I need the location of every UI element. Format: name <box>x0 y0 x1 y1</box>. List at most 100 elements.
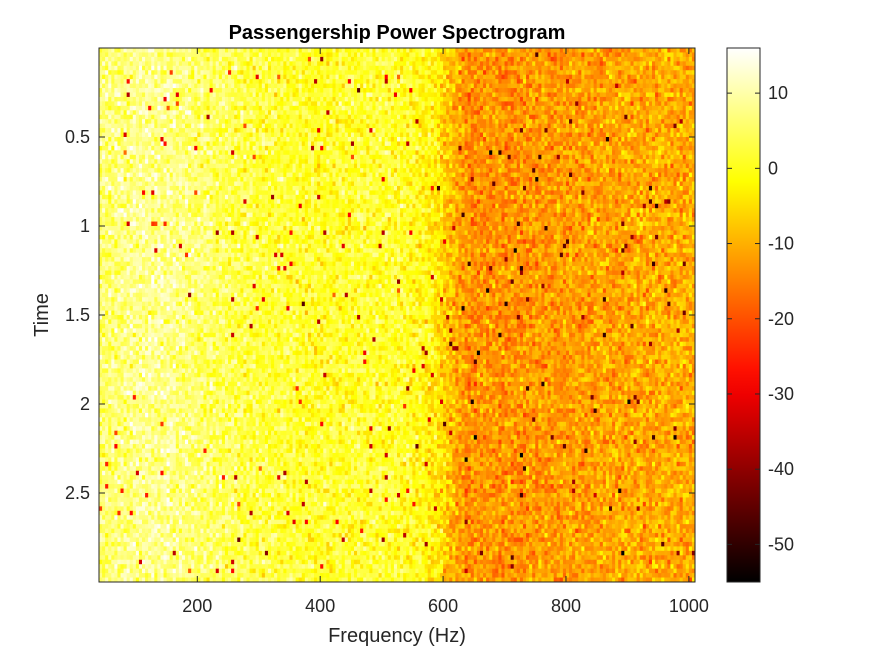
heatmap-cell <box>406 115 409 120</box>
heatmap-cell <box>213 61 216 66</box>
heatmap-cell <box>305 101 308 106</box>
heatmap-cell <box>271 88 274 93</box>
heatmap-cell <box>179 66 182 71</box>
heatmap-cell <box>572 106 575 111</box>
heatmap-cell <box>145 141 148 146</box>
heatmap-cell <box>529 84 532 89</box>
heatmap-cell <box>160 70 163 75</box>
heatmap-cell <box>551 119 554 124</box>
heatmap-cell <box>114 110 117 115</box>
heatmap-cell <box>415 137 418 142</box>
heatmap-cell <box>471 159 474 164</box>
heatmap-cell <box>431 61 434 66</box>
heatmap-cell <box>557 128 560 133</box>
heatmap-cell <box>164 84 167 89</box>
heatmap-cell <box>164 52 167 57</box>
heatmap-cell <box>139 150 142 155</box>
heatmap-cell <box>385 106 388 111</box>
heatmap-cell <box>167 124 170 129</box>
heatmap-cell <box>127 70 130 75</box>
heatmap-cell <box>566 155 569 160</box>
heatmap-cell <box>422 128 425 133</box>
heatmap-cell <box>452 137 455 142</box>
heatmap-cell <box>142 110 145 115</box>
heatmap-cell <box>326 52 329 57</box>
heatmap-cell <box>643 106 646 111</box>
heatmap-cell <box>501 48 504 53</box>
heatmap-cell <box>523 155 526 160</box>
heatmap-cell <box>185 128 188 133</box>
heatmap-cell <box>646 146 649 151</box>
heatmap-cell <box>498 84 501 89</box>
heatmap-cell <box>627 75 630 80</box>
heatmap-cell <box>197 159 200 164</box>
heatmap-cell <box>643 133 646 138</box>
heatmap-cell <box>154 141 157 146</box>
heatmap-cell <box>216 75 219 80</box>
heatmap-cell <box>213 119 216 124</box>
heatmap-cell <box>425 70 428 75</box>
heatmap-cell <box>262 124 265 129</box>
heatmap-cell <box>170 70 173 75</box>
heatmap-cell <box>618 115 621 120</box>
heatmap-cell <box>130 115 133 120</box>
heatmap-cell <box>228 146 231 151</box>
heatmap-cell <box>259 119 262 124</box>
heatmap-cell <box>449 79 452 84</box>
heatmap-cell <box>173 70 176 75</box>
heatmap-cell <box>216 150 219 155</box>
heatmap-cell <box>431 88 434 93</box>
heatmap-cell <box>160 124 163 129</box>
heatmap-cell <box>154 97 157 102</box>
heatmap-cell <box>176 141 179 146</box>
heatmap-cell <box>652 48 655 53</box>
heatmap-cell <box>637 79 640 84</box>
heatmap-cell <box>634 79 637 84</box>
heatmap-cell <box>265 57 268 62</box>
heatmap-cell <box>689 115 692 120</box>
heatmap-cell <box>197 61 200 66</box>
heatmap-cell <box>142 124 145 129</box>
heatmap-cell <box>572 137 575 142</box>
heatmap-cell <box>606 115 609 120</box>
heatmap-cell <box>511 48 514 53</box>
heatmap-cell <box>293 52 296 57</box>
heatmap-cell <box>434 52 437 57</box>
heatmap-cell <box>621 128 624 133</box>
heatmap-cell <box>256 150 259 155</box>
heatmap-cell <box>609 128 612 133</box>
heatmap-cell <box>345 150 348 155</box>
heatmap-cell <box>167 141 170 146</box>
heatmap-cell <box>139 70 142 75</box>
heatmap-cell <box>188 146 191 151</box>
heatmap-cell <box>173 133 176 138</box>
heatmap-cell <box>283 133 286 138</box>
heatmap-cell <box>480 75 483 80</box>
heatmap-cell <box>627 141 630 146</box>
heatmap-cell <box>154 84 157 89</box>
heatmap-cell <box>600 137 603 142</box>
heatmap-cell <box>449 110 452 115</box>
heatmap-cell <box>148 128 151 133</box>
heatmap-cell <box>210 93 213 98</box>
heatmap-cell <box>289 115 292 120</box>
heatmap-cell <box>299 61 302 66</box>
heatmap-cell <box>655 61 658 66</box>
heatmap-cell <box>434 110 437 115</box>
heatmap-cell <box>597 106 600 111</box>
heatmap-cell <box>624 88 627 93</box>
heatmap-cell <box>213 70 216 75</box>
heatmap-cell <box>185 52 188 57</box>
heatmap-cell <box>468 115 471 120</box>
heatmap-cell <box>133 84 136 89</box>
heatmap-cell <box>148 119 151 124</box>
heatmap-cell <box>658 97 661 102</box>
heatmap-cell <box>216 119 219 124</box>
heatmap-cell <box>437 79 440 84</box>
heatmap-cell <box>618 97 621 102</box>
heatmap-cell <box>422 48 425 53</box>
heatmap-cell <box>382 57 385 62</box>
heatmap-cell <box>357 128 360 133</box>
heatmap-cell <box>468 159 471 164</box>
heatmap-cell <box>437 70 440 75</box>
